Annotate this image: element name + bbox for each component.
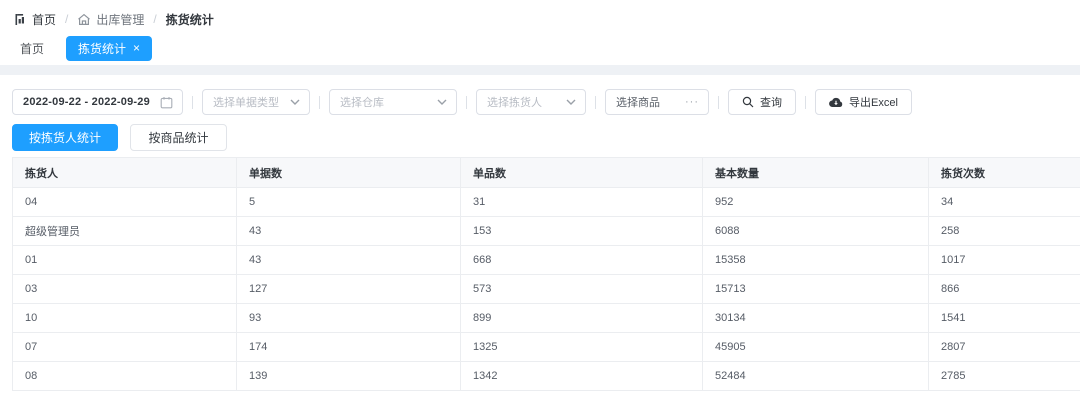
table-cell: 1017 bbox=[928, 245, 1080, 275]
filter-divider bbox=[466, 95, 467, 109]
table-row: 03 127 573 15713 866 bbox=[12, 274, 1080, 304]
search-button-label: 查询 bbox=[760, 97, 782, 109]
warehouse-select[interactable]: 选择仓库 bbox=[329, 89, 457, 115]
breadcrumb-item-outbound[interactable]: 出库管理 bbox=[77, 11, 144, 28]
table-cell: 139 bbox=[236, 361, 461, 391]
column-header-order-count: 单据数 bbox=[236, 157, 461, 188]
top-header: 首页 / 出库管理 / 拣货统计 首页 拣货统计 × bbox=[0, 0, 1080, 65]
table-cell: 127 bbox=[236, 274, 461, 304]
breadcrumb: 首页 / 出库管理 / 拣货统计 bbox=[14, 10, 1066, 28]
chart-icon bbox=[14, 13, 27, 26]
table-cell: 34 bbox=[928, 187, 1080, 217]
table-cell: 952 bbox=[702, 187, 929, 217]
select-placeholder: 选择商品 bbox=[616, 97, 660, 109]
order-type-select[interactable]: 选择单据类型 bbox=[202, 89, 310, 115]
table-cell: 93 bbox=[236, 303, 461, 333]
picker-select[interactable]: 选择拣货人 bbox=[476, 89, 586, 115]
filter-divider bbox=[595, 95, 596, 109]
section-divider bbox=[0, 65, 1080, 75]
table-header-row: 拣货人 单据数 单品数 基本数量 拣货次数 bbox=[12, 157, 1080, 188]
filter-divider bbox=[192, 95, 193, 109]
table-cell: 174 bbox=[236, 332, 461, 362]
breadcrumb-separator: / bbox=[65, 12, 69, 26]
table-cell: 573 bbox=[460, 274, 703, 304]
column-header-item-count: 单品数 bbox=[460, 157, 703, 188]
table-cell: 6088 bbox=[702, 216, 929, 246]
tab-label: 拣货统计 bbox=[78, 41, 127, 56]
table-row: 04 5 31 952 34 bbox=[12, 187, 1080, 217]
cloud-download-icon bbox=[829, 97, 843, 108]
toggle-by-product[interactable]: 按商品统计 bbox=[130, 124, 228, 151]
chevron-down-icon bbox=[566, 99, 576, 105]
ellipsis-icon: ··· bbox=[685, 96, 699, 108]
table-cell: 15358 bbox=[702, 245, 929, 275]
export-button-label: 导出Excel bbox=[849, 97, 898, 109]
table-cell: 01 bbox=[12, 245, 237, 275]
table-cell: 668 bbox=[460, 245, 703, 275]
export-excel-button[interactable]: 导出Excel bbox=[815, 89, 912, 115]
column-header-base-qty: 基本数量 bbox=[702, 157, 929, 188]
table-cell: 07 bbox=[12, 332, 237, 362]
select-placeholder: 选择单据类型 bbox=[213, 97, 279, 109]
table-cell: 31 bbox=[460, 187, 703, 217]
breadcrumb-label: 出库管理 bbox=[96, 12, 145, 27]
table-cell: 153 bbox=[460, 216, 703, 246]
table-cell: 1342 bbox=[460, 361, 703, 391]
table-cell: 08 bbox=[12, 361, 237, 391]
close-icon[interactable]: × bbox=[133, 41, 141, 55]
table-cell: 30134 bbox=[702, 303, 929, 333]
table-cell: 2807 bbox=[928, 332, 1080, 362]
column-header-picker: 拣货人 bbox=[12, 157, 237, 188]
product-select[interactable]: 选择商品 ··· bbox=[605, 89, 709, 115]
table-row: 07 174 1325 45905 2807 bbox=[12, 332, 1080, 362]
table-row: 01 43 668 15358 1017 bbox=[12, 245, 1080, 275]
table-cell: 超级管理员 bbox=[12, 216, 237, 246]
filter-bar: 2022-09-22 - 2022-09-29 选择单据类型 选择仓库 bbox=[12, 89, 1080, 115]
search-button[interactable]: 查询 bbox=[728, 89, 796, 115]
search-icon bbox=[742, 96, 754, 108]
date-range-input[interactable]: 2022-09-22 - 2022-09-29 bbox=[12, 89, 183, 115]
stats-table-wrapper: 拣货人 单据数 单品数 基本数量 拣货次数 04 5 31 952 34 超级管理员 43 1… bbox=[12, 157, 1080, 391]
breadcrumb-separator: / bbox=[153, 12, 157, 26]
breadcrumb-item-current: 拣货统计 bbox=[165, 12, 214, 27]
table-row: 10 93 899 30134 1541 bbox=[12, 303, 1080, 333]
filter-divider bbox=[805, 95, 806, 109]
filter-divider bbox=[718, 95, 719, 109]
select-placeholder: 选择拣货人 bbox=[487, 97, 542, 109]
chevron-down-icon bbox=[290, 99, 300, 105]
table-cell: 5 bbox=[236, 187, 461, 217]
table-cell: 15713 bbox=[702, 274, 929, 304]
table-cell: 03 bbox=[12, 274, 237, 304]
table-cell: 899 bbox=[460, 303, 703, 333]
table-cell: 43 bbox=[236, 245, 461, 275]
table-cell: 258 bbox=[928, 216, 1080, 246]
table-cell: 04 bbox=[12, 187, 237, 217]
select-placeholder: 选择仓库 bbox=[340, 97, 384, 109]
table-cell: 43 bbox=[236, 216, 461, 246]
table-row: 08 139 1342 52484 2785 bbox=[12, 361, 1080, 391]
date-range-value: 2022-09-22 - 2022-09-29 bbox=[23, 96, 150, 108]
filter-divider bbox=[319, 95, 320, 109]
table-cell: 2785 bbox=[928, 361, 1080, 391]
tab-home[interactable]: 首页 bbox=[20, 41, 45, 56]
table-cell: 45905 bbox=[702, 332, 929, 362]
table-cell: 1541 bbox=[928, 303, 1080, 333]
home-icon bbox=[77, 13, 91, 26]
table-row: 超级管理员 43 153 6088 258 bbox=[12, 216, 1080, 246]
toggle-by-picker[interactable]: 按拣货人统计 bbox=[12, 124, 119, 151]
stats-table: 拣货人 单据数 单品数 基本数量 拣货次数 04 5 31 952 34 超级管理员 43 1… bbox=[12, 157, 1080, 391]
table-cell: 52484 bbox=[702, 361, 929, 391]
tab-bar: 首页 拣货统计 × bbox=[14, 35, 1066, 61]
column-header-pick-times: 拣货次数 bbox=[928, 157, 1080, 188]
breadcrumb-label: 首页 bbox=[32, 12, 57, 27]
calendar-icon bbox=[160, 96, 173, 109]
tab-picking-stats[interactable]: 拣货统计 × bbox=[66, 35, 153, 61]
view-toggle: 按拣货人统计 按商品统计 bbox=[12, 124, 1080, 151]
table-cell: 1325 bbox=[460, 332, 703, 362]
table-cell: 866 bbox=[928, 274, 1080, 304]
main-content: 2022-09-22 - 2022-09-29 选择单据类型 选择仓库 bbox=[0, 75, 1080, 391]
breadcrumb-item-home[interactable]: 首页 bbox=[14, 11, 56, 28]
chevron-down-icon bbox=[437, 99, 447, 105]
table-cell: 10 bbox=[12, 303, 237, 333]
